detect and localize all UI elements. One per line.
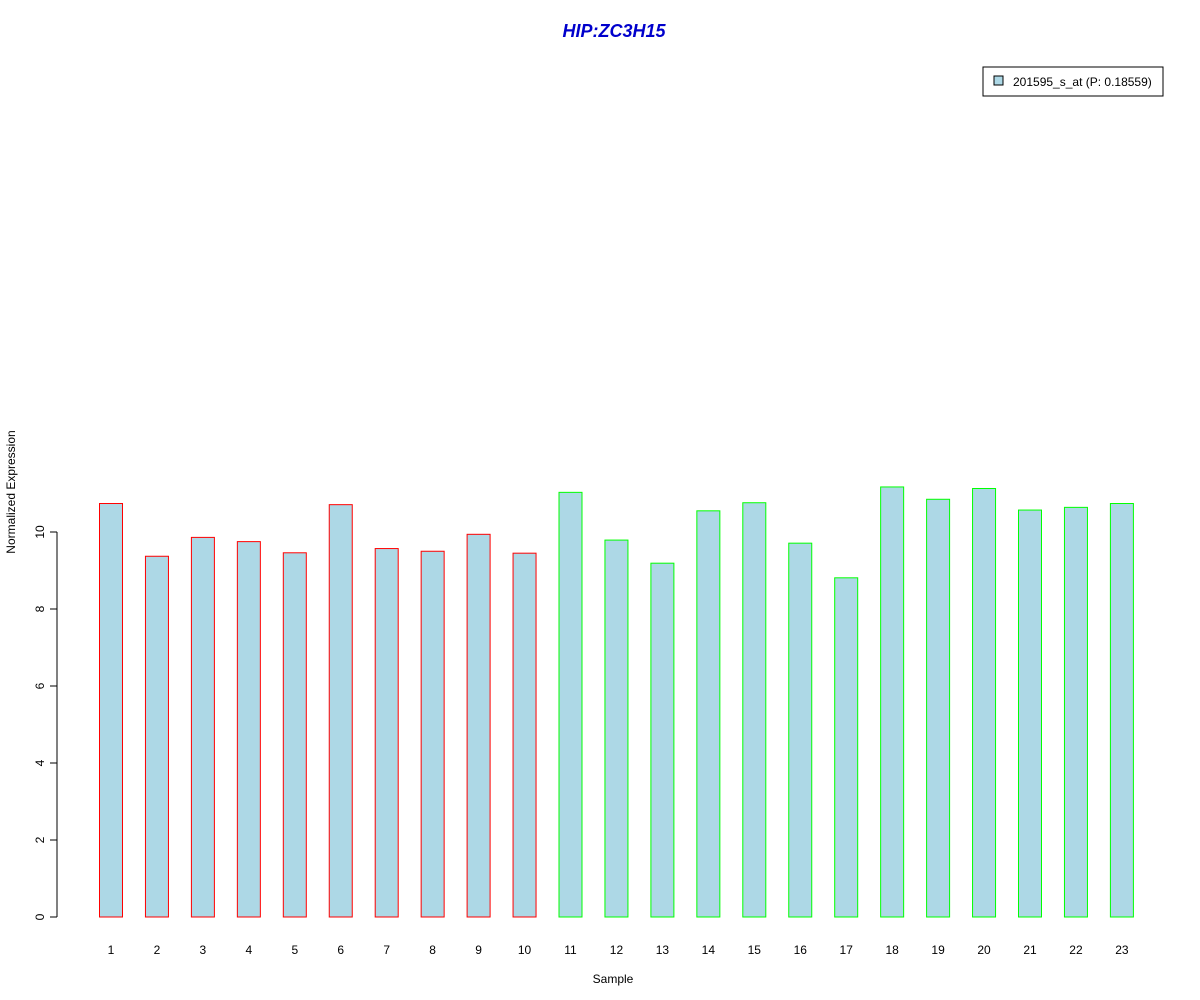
y-axis-label: Normalized Expression <box>4 430 18 553</box>
y-axis: 0 2 4 6 8 10 <box>33 525 58 920</box>
x-tick-label: 20 <box>977 943 991 957</box>
bar <box>328 504 353 918</box>
x-tick-label: 17 <box>840 943 854 957</box>
bar <box>742 502 767 918</box>
x-tick-label: 5 <box>291 943 298 957</box>
y-tick-label: 10 <box>33 525 47 539</box>
x-tick-label: 2 <box>154 943 161 957</box>
bar <box>1063 506 1088 918</box>
x-tick-label: 7 <box>383 943 390 957</box>
bar <box>1018 509 1042 918</box>
legend-label: 201595_s_at (P: 0.18559) <box>1013 75 1152 89</box>
y-tick-label: 4 <box>33 759 47 766</box>
x-tick-label: 21 <box>1023 943 1037 957</box>
y-tick-label: 6 <box>33 682 47 689</box>
y-tick-label: 8 <box>33 605 47 612</box>
bar <box>190 536 215 918</box>
bar <box>834 577 859 918</box>
bar <box>374 548 399 918</box>
x-tick-label: 8 <box>429 943 436 957</box>
bar <box>420 550 445 918</box>
x-axis-label: Sample <box>593 972 634 986</box>
bar <box>696 510 721 918</box>
bar <box>604 539 629 918</box>
bar <box>144 555 169 918</box>
bars-group <box>99 486 1134 918</box>
bar <box>236 541 261 918</box>
x-tick-label: 3 <box>200 943 207 957</box>
legend: 201595_s_at (P: 0.18559) <box>982 66 1164 97</box>
bar <box>650 562 675 918</box>
bar <box>972 487 997 918</box>
x-tick-label: 22 <box>1069 943 1083 957</box>
bar <box>926 498 951 918</box>
x-tick-label: 1 <box>108 943 115 957</box>
bar <box>466 533 491 918</box>
x-tick-label: 15 <box>748 943 762 957</box>
x-tick-label: 19 <box>931 943 945 957</box>
x-tick-label: 10 <box>518 943 532 957</box>
x-tick-label: 11 <box>564 943 577 957</box>
bar <box>880 486 905 918</box>
y-tick-label: 2 <box>33 836 47 843</box>
x-tick-label: 16 <box>794 943 808 957</box>
legend-box <box>982 66 1164 97</box>
x-tick-label: 13 <box>656 943 670 957</box>
x-tick-label: 14 <box>702 943 716 957</box>
y-tick-label: 0 <box>33 913 47 920</box>
x-tick-label: 9 <box>475 943 482 957</box>
x-tick-label: 6 <box>337 943 344 957</box>
x-tick-label: 4 <box>246 943 253 957</box>
chart-title: HIP:ZC3H15 <box>562 21 666 41</box>
bar <box>558 491 583 918</box>
bar <box>99 503 123 918</box>
x-tick-label: 18 <box>885 943 899 957</box>
bar <box>282 552 307 918</box>
x-tick-labels: 1 2 3 4 5 6 7 8 9 10 11 12 13 14 15 16 17 18 19 20 21 22 23 <box>108 943 1129 957</box>
bar <box>788 542 813 918</box>
bar <box>1109 503 1134 918</box>
legend-swatch <box>993 75 1004 86</box>
bar <box>512 552 537 918</box>
x-tick-label: 12 <box>610 943 624 957</box>
x-tick-label: 23 <box>1115 943 1129 957</box>
